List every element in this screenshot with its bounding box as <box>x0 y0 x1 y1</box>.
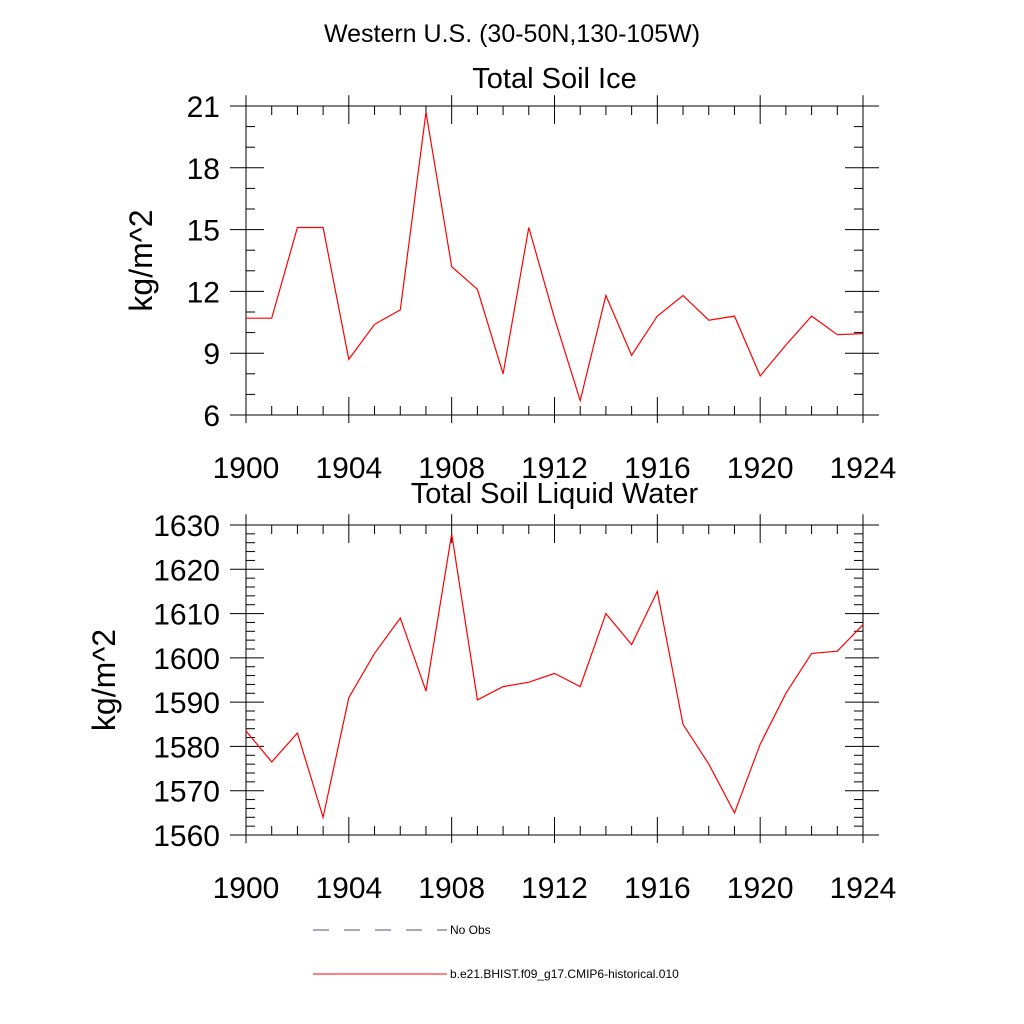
x-tick-label: 1904 <box>315 872 382 905</box>
x-tick-label: 1908 <box>418 872 485 905</box>
y-tick-label: 12 <box>187 276 220 309</box>
y-tick-label: 15 <box>187 215 220 248</box>
y-tick-label: 1630 <box>153 510 220 543</box>
x-tick-label: 1908 <box>418 452 485 485</box>
x-tick-label: 1924 <box>830 452 897 485</box>
x-tick-label: 1920 <box>727 452 794 485</box>
x-tick-label: 1912 <box>521 872 588 905</box>
y-tick-label: 1620 <box>153 554 220 587</box>
y-tick-label: 1600 <box>153 643 220 676</box>
plot-frame <box>245 105 864 416</box>
y-tick-label: 6 <box>203 400 220 433</box>
legend-label: b.e21.BHIST.f09_g17.CMIP6-historical.010 <box>450 967 679 981</box>
series-line <box>245 533 864 820</box>
x-tick-label: 1912 <box>521 452 588 485</box>
panel-total-soil-ice: Total Soil Ice kg/m^2 1900 1904 1908 1912 1916… <box>123 63 896 485</box>
panel-title: Total Soil Ice <box>472 63 636 95</box>
y-tick-label: 21 <box>187 91 220 124</box>
y-tick-label: 1580 <box>153 731 220 764</box>
x-tick-label: 1916 <box>624 872 691 905</box>
x-tick-label: 1900 <box>213 872 280 905</box>
y-tick-label: 9 <box>203 338 220 371</box>
figure-title: Western U.S. (30-50N,130-105W) <box>324 20 700 48</box>
panel-total-soil-liquid-water: Total Soil Liquid Water kg/m^2 1900 1904 190… <box>86 478 896 905</box>
x-tick-label: 1900 <box>213 452 280 485</box>
x-tick-label: 1920 <box>727 872 794 905</box>
series-line <box>246 112 864 403</box>
y-tick-label: 1610 <box>153 599 220 632</box>
legend-label: No Obs <box>450 923 491 937</box>
x-tick-label: 1924 <box>830 872 897 905</box>
y-axis-label: kg/m^2 <box>123 209 159 311</box>
x-tick-label: 1916 <box>624 452 691 485</box>
x-tick-label: 1904 <box>315 452 382 485</box>
y-tick-label: 1560 <box>153 820 220 853</box>
y-tick-label: 18 <box>187 153 220 186</box>
plot-frame <box>245 524 864 836</box>
y-tick-label: 1570 <box>153 776 220 809</box>
y-axis-label: kg/m^2 <box>86 629 122 731</box>
legend: No Obs b.e21.BHIST.f09_g17.CMIP6-historic… <box>313 923 679 981</box>
panel-title: Total Soil Liquid Water <box>411 478 699 510</box>
y-tick-label: 1590 <box>153 687 220 720</box>
